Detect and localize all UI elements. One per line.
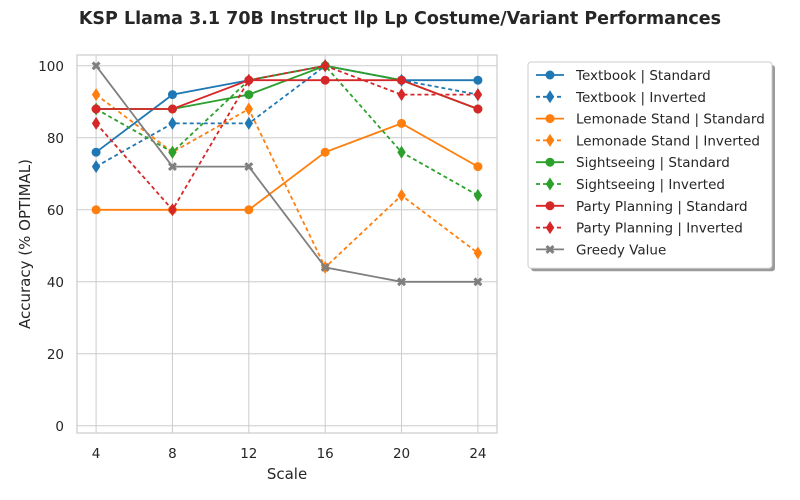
- data-point: [91, 88, 101, 102]
- data-point: [167, 104, 177, 114]
- series-line: [95, 64, 479, 168]
- y-tick-label: 60: [47, 203, 64, 219]
- legend-marker: [545, 201, 555, 211]
- data-point: [91, 205, 101, 215]
- x-tick-label: 16: [317, 446, 334, 462]
- data-point: [168, 116, 177, 130]
- legend-item: Sightseeing | Standard: [536, 155, 730, 171]
- data-point: [244, 90, 254, 100]
- series-8: [91, 61, 483, 287]
- data-point: [397, 277, 407, 287]
- legend-marker: [545, 133, 555, 147]
- data-point: [397, 88, 406, 102]
- data-point: [473, 104, 483, 114]
- legend-item: Lemonade Stand | Standard: [536, 112, 765, 128]
- data-point: [167, 162, 177, 172]
- legend-item: Party Planning | Standard: [536, 199, 748, 215]
- data-point: [397, 75, 407, 85]
- series-line: [96, 122, 479, 211]
- legend: Textbook | Standard Textbook | Inverted Le…: [527, 61, 775, 272]
- legend-label: Party Planning | Inverted: [576, 221, 743, 237]
- grid: [77, 55, 497, 433]
- series-layer: [91, 59, 483, 287]
- y-tick-label: 80: [47, 131, 64, 147]
- x-axis-label: Scale: [267, 465, 307, 483]
- data-point: [91, 147, 101, 157]
- data-point: [473, 75, 483, 85]
- legend-label: Lemonade Stand | Standard: [576, 112, 765, 128]
- legend-item: Sightseeing | Inverted: [536, 177, 725, 193]
- data-point: [244, 162, 254, 172]
- data-point: [91, 61, 101, 71]
- data-point: [244, 116, 254, 130]
- x-tick-label: 8: [168, 446, 177, 462]
- data-point: [397, 188, 406, 202]
- y-tick-label: 40: [47, 275, 64, 291]
- y-tick-label: 0: [55, 419, 64, 435]
- legend-item: Lemonade Stand | Inverted: [536, 133, 760, 149]
- series-7: [91, 59, 483, 217]
- data-point: [397, 145, 406, 159]
- y-tick-label: 20: [47, 347, 64, 363]
- legend-item: Textbook | Inverted: [536, 90, 706, 106]
- series-2: [91, 118, 483, 215]
- data-point: [473, 162, 483, 172]
- legend-box: [527, 61, 773, 269]
- legend-marker: [545, 90, 555, 104]
- data-point: [320, 147, 330, 157]
- data-point: [320, 262, 330, 272]
- series-line: [95, 64, 478, 212]
- data-point: [397, 118, 407, 128]
- data-point: [320, 75, 330, 85]
- data-point: [244, 205, 254, 215]
- legend-marker: [545, 157, 555, 167]
- data-point: [91, 160, 101, 174]
- x-tick-label: 12: [240, 446, 257, 462]
- data-point: [168, 145, 177, 159]
- plot-frame: [76, 54, 498, 434]
- chart-title: KSP Llama 3.1 70B Instruct llp Lp Costum…: [79, 9, 721, 29]
- x-tick-label: 24: [469, 446, 486, 462]
- data-point: [244, 102, 254, 116]
- legend-marker: [545, 114, 555, 124]
- y-ticks: 0 20 40 60 80 100: [38, 59, 64, 435]
- data-point: [244, 73, 254, 87]
- data-point: [91, 104, 101, 114]
- series-line: [95, 65, 478, 283]
- data-point: [167, 90, 177, 100]
- legend-label: Sightseeing | Inverted: [576, 177, 725, 193]
- series-4: [91, 61, 483, 114]
- x-tick-label: 20: [393, 446, 410, 462]
- data-point: [473, 188, 483, 202]
- legend-marker: [545, 70, 555, 80]
- data-point: [91, 116, 101, 130]
- y-tick-label: 100: [38, 59, 64, 75]
- legend-item: Textbook | Standard: [536, 68, 711, 84]
- legend-item: Party Planning | Inverted: [536, 221, 743, 237]
- series-line: [95, 64, 479, 197]
- data-point: [320, 59, 330, 73]
- legend-label: Lemonade Stand | Inverted: [576, 133, 760, 149]
- legend-label: Greedy Value: [576, 242, 666, 258]
- legend-label: Sightseeing | Standard: [576, 155, 730, 171]
- legend-marker: [545, 244, 555, 254]
- data-point: [473, 88, 483, 102]
- legend-label: Party Planning | Standard: [576, 199, 748, 215]
- series-line: [96, 79, 479, 110]
- legend-marker: [545, 177, 555, 191]
- x-tick-label: 4: [92, 446, 101, 462]
- series-line: [95, 93, 479, 269]
- data-point: [473, 246, 483, 260]
- y-axis-label: Accuracy (% OPTIMAL): [16, 159, 34, 329]
- data-point: [168, 203, 177, 217]
- series-1: [91, 59, 483, 174]
- legend-marker: [545, 221, 555, 235]
- data-point: [473, 277, 483, 287]
- legend-item: Greedy Value: [536, 242, 666, 258]
- x-ticks: 4 8 12 16 20 24: [92, 446, 487, 462]
- legend-label: Textbook | Standard: [575, 68, 711, 84]
- legend-label: Textbook | Inverted: [575, 90, 706, 106]
